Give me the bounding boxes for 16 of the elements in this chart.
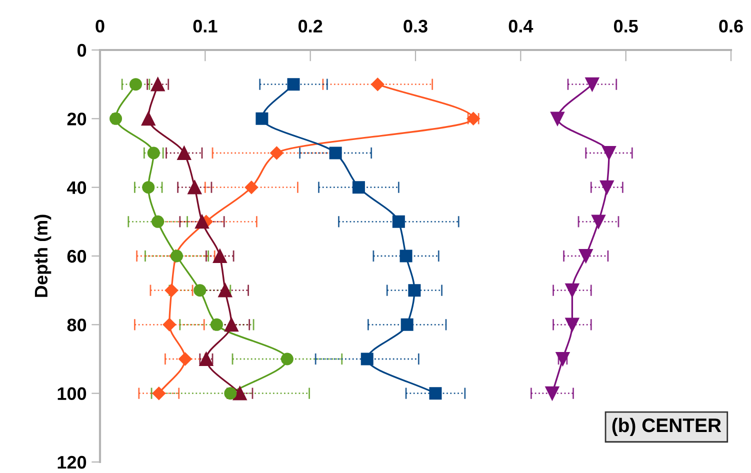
- y-tick-label: 20: [67, 112, 86, 126]
- x-tick-label: 0.3: [404, 20, 428, 33]
- x-tick-label: 0.1: [193, 20, 218, 33]
- y-tick-label: 80: [67, 318, 86, 332]
- y-tick-label: 120: [58, 456, 86, 469]
- x-tick-label: 0.4: [508, 20, 534, 33]
- x-tick-label: 0: [96, 20, 104, 33]
- x-tick-label: 0.5: [614, 20, 638, 33]
- y-tick-label: 60: [67, 250, 86, 263]
- annotation: (b) CENTER: [612, 418, 722, 436]
- y-tick-label: 100: [58, 387, 86, 400]
- y-tick-label: 0: [77, 44, 86, 57]
- y-tick-label: 40: [67, 181, 86, 194]
- x-tick-label: 0.2: [298, 20, 322, 33]
- y-axis-title: Depth (m): [34, 214, 52, 297]
- x-tick-label: 0.6: [719, 20, 743, 33]
